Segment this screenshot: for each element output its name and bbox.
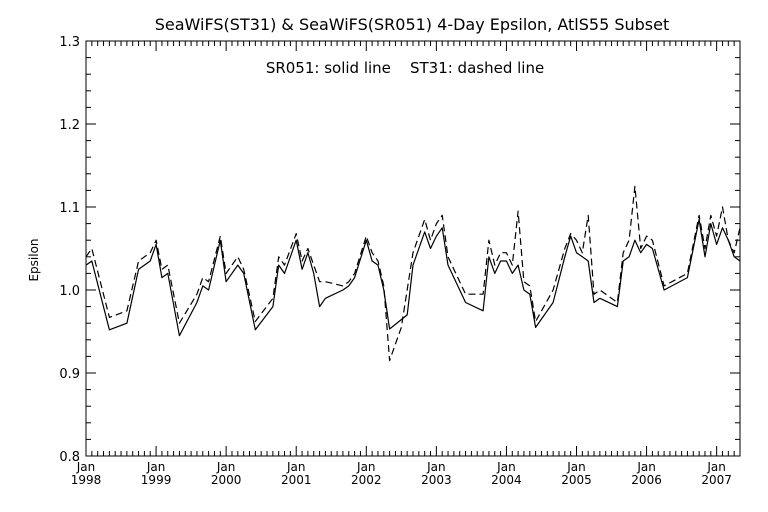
y-tick-label: 1.1 [59,201,80,216]
x-tick-month: Jan [76,460,96,474]
x-tick-year: 2007 [701,473,732,487]
y-axis: 0.8 0.9 1.0 1.1 1.2 1.3 [59,35,740,465]
x-tick-month: Jan [286,460,306,474]
x-tick-year: 1998 [71,473,102,487]
series-layer [85,185,741,362]
series-style-note: SR051: solid line ST31: dashed line [266,59,544,77]
series-line-st31 [85,185,741,362]
x-tick-month: Jan [146,460,166,474]
plot-frame [85,40,741,457]
x-tick-year: 2001 [281,473,312,487]
x-tick-year: 2005 [561,473,592,487]
y-tick-label: 0.9 [59,367,80,382]
x-axis: Jan1998Jan1999Jan2000Jan2001Jan2002Jan20… [71,41,741,487]
x-tick-month: Jan [496,460,516,474]
x-tick-month: Jan [566,460,586,474]
x-tick-year: 2002 [351,473,382,487]
x-tick-month: Jan [636,460,656,474]
x-tick-month: Jan [216,460,236,474]
x-tick-year: 2003 [421,473,452,487]
y-tick-label: 1.3 [59,35,80,50]
x-tick-year: 2004 [491,473,522,487]
x-tick-year: 2006 [631,473,662,487]
y-axis-label: Epsilon [27,238,41,281]
y-tick-label: 0.8 [59,450,80,465]
x-tick-month: Jan [426,460,446,474]
series-line-sr051 [85,218,741,337]
chart-title: SeaWiFS(ST31) & SeaWiFS(SR051) 4-Day Eps… [155,15,670,34]
x-tick-year: 2000 [211,473,242,487]
y-tick-label: 1.2 [59,118,80,133]
x-tick-month: Jan [356,460,376,474]
x-tick-year: 1999 [141,473,172,487]
y-tick-label: 1.0 [59,284,80,299]
x-tick-month: Jan [706,460,726,474]
